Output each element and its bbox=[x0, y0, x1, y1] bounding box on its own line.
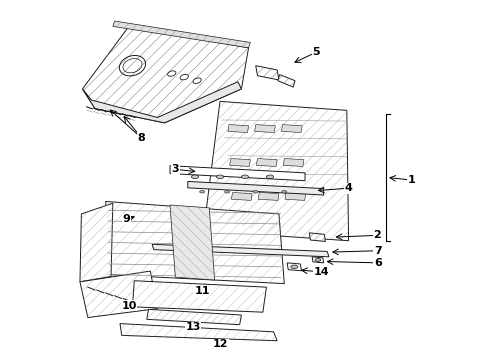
Polygon shape bbox=[283, 158, 304, 166]
Polygon shape bbox=[312, 257, 323, 263]
Polygon shape bbox=[285, 193, 306, 201]
Ellipse shape bbox=[282, 190, 287, 193]
Polygon shape bbox=[152, 244, 329, 257]
Ellipse shape bbox=[224, 190, 230, 193]
Ellipse shape bbox=[217, 175, 223, 179]
Ellipse shape bbox=[315, 258, 321, 261]
Polygon shape bbox=[281, 125, 302, 132]
Text: 4: 4 bbox=[344, 183, 352, 193]
Polygon shape bbox=[256, 66, 279, 80]
Polygon shape bbox=[170, 205, 215, 280]
Polygon shape bbox=[80, 203, 113, 282]
Text: 13: 13 bbox=[186, 322, 201, 332]
Text: 14: 14 bbox=[314, 267, 330, 277]
Polygon shape bbox=[120, 324, 277, 341]
Text: 2: 2 bbox=[373, 230, 381, 240]
Polygon shape bbox=[188, 181, 323, 195]
Ellipse shape bbox=[199, 190, 205, 193]
Polygon shape bbox=[228, 125, 248, 132]
Polygon shape bbox=[231, 193, 252, 201]
Ellipse shape bbox=[242, 175, 248, 179]
Polygon shape bbox=[80, 271, 157, 318]
Polygon shape bbox=[230, 158, 250, 166]
Polygon shape bbox=[278, 75, 295, 87]
Text: 8: 8 bbox=[138, 133, 145, 143]
Text: 7: 7 bbox=[374, 246, 382, 256]
Polygon shape bbox=[106, 202, 284, 284]
Polygon shape bbox=[113, 21, 250, 48]
Polygon shape bbox=[82, 82, 242, 123]
Ellipse shape bbox=[253, 190, 258, 193]
Text: 11: 11 bbox=[195, 287, 210, 296]
Text: 9: 9 bbox=[122, 214, 130, 224]
Polygon shape bbox=[287, 263, 301, 271]
Ellipse shape bbox=[192, 175, 198, 179]
Polygon shape bbox=[82, 26, 248, 123]
Polygon shape bbox=[206, 102, 348, 241]
Ellipse shape bbox=[267, 175, 273, 179]
Text: 12: 12 bbox=[213, 339, 228, 349]
Text: 6: 6 bbox=[374, 258, 382, 268]
Polygon shape bbox=[309, 233, 325, 242]
Polygon shape bbox=[147, 309, 242, 325]
Ellipse shape bbox=[193, 78, 201, 84]
Polygon shape bbox=[132, 281, 267, 312]
Polygon shape bbox=[258, 193, 279, 201]
Text: 1: 1 bbox=[407, 175, 415, 185]
Text: 3: 3 bbox=[172, 164, 179, 174]
Text: 10: 10 bbox=[121, 301, 137, 311]
Polygon shape bbox=[255, 125, 275, 132]
Ellipse shape bbox=[180, 75, 189, 80]
Ellipse shape bbox=[291, 265, 298, 269]
Polygon shape bbox=[170, 166, 305, 181]
Text: 5: 5 bbox=[313, 47, 320, 57]
Polygon shape bbox=[256, 158, 277, 166]
Ellipse shape bbox=[168, 71, 176, 76]
